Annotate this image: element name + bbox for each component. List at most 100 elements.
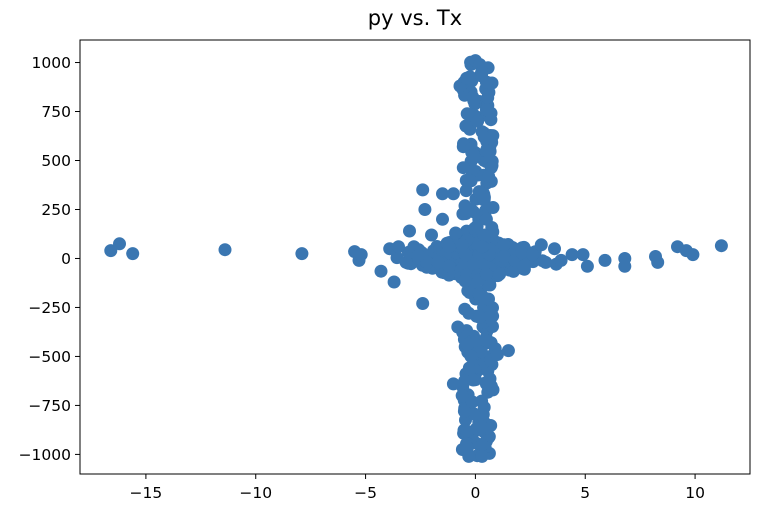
data-point: [576, 248, 590, 262]
data-point: [486, 201, 500, 214]
data-point: [539, 255, 553, 269]
data-point: [387, 275, 401, 289]
data-point: [515, 246, 528, 260]
x-tick-label: −5: [354, 484, 377, 502]
data-point: [449, 226, 463, 240]
data-point: [425, 228, 438, 242]
x-axis-ticks: −15 −10 −5 0 5 10: [130, 474, 705, 502]
y-tick-label: 1000: [32, 54, 71, 72]
x-tick-label: −15: [130, 484, 163, 502]
data-point: [580, 259, 594, 273]
data-point: [474, 345, 488, 359]
data-point: [479, 144, 493, 158]
data-point: [457, 404, 471, 418]
data-point: [458, 274, 472, 288]
data-point: [459, 248, 473, 262]
data-point: [467, 94, 481, 108]
data-point: [464, 174, 478, 188]
data-point: [466, 373, 480, 387]
data-point: [479, 334, 493, 348]
data-point: [455, 389, 469, 403]
data-point: [462, 449, 476, 463]
data-point: [446, 377, 460, 391]
y-tick-label: 0: [61, 250, 71, 268]
y-tick-label: −250: [28, 299, 71, 317]
data-point: [442, 259, 456, 273]
data-point: [465, 395, 479, 409]
data-point: [460, 71, 474, 85]
data-point: [466, 148, 480, 162]
data-point: [442, 240, 456, 254]
data-point: [493, 267, 507, 281]
data-point: [295, 247, 309, 261]
data-point: [461, 337, 475, 351]
data-point: [479, 267, 493, 281]
data-point: [104, 244, 118, 258]
chart-title: py vs. Tx: [367, 6, 463, 30]
data-point: [714, 239, 728, 253]
data-point: [477, 291, 491, 305]
data-point: [477, 193, 491, 207]
data-point: [455, 238, 469, 252]
data-point: [484, 113, 498, 127]
data-points: [104, 54, 728, 463]
x-tick-label: 0: [470, 484, 480, 502]
data-point: [497, 250, 511, 264]
data-point: [477, 400, 491, 414]
data-point: [481, 91, 495, 105]
data-point: [477, 228, 491, 242]
data-point: [471, 114, 485, 128]
data-point: [403, 224, 416, 238]
data-point: [399, 255, 413, 269]
y-tick-label: 500: [41, 152, 71, 170]
data-point: [456, 161, 470, 175]
data-point: [446, 187, 460, 201]
data-point: [461, 284, 475, 298]
data-point: [473, 310, 487, 324]
data-point: [467, 407, 481, 421]
data-point: [436, 187, 449, 201]
data-point: [431, 255, 445, 269]
data-point: [418, 203, 432, 216]
data-point: [565, 248, 579, 262]
data-point: [470, 219, 484, 233]
data-point: [463, 362, 477, 376]
data-point: [482, 169, 496, 183]
y-tick-label: 750: [41, 103, 71, 121]
data-point: [475, 420, 489, 434]
data-point: [526, 248, 539, 262]
data-point: [475, 240, 489, 254]
data-point: [548, 242, 561, 256]
data-point: [411, 249, 425, 262]
data-point: [464, 203, 478, 216]
data-point: [501, 344, 515, 358]
y-tick-label: 250: [41, 201, 71, 219]
y-tick-label: −500: [28, 348, 71, 366]
data-point: [460, 440, 474, 454]
data-point: [354, 248, 368, 262]
data-point: [477, 130, 491, 144]
x-tick-label: −10: [239, 484, 272, 502]
data-point: [554, 253, 568, 267]
y-tick-label: −750: [28, 397, 71, 415]
plot-frame: [79, 39, 751, 475]
data-point: [651, 255, 665, 269]
data-point: [479, 103, 493, 117]
data-point: [479, 212, 493, 226]
data-point: [416, 297, 430, 310]
data-point: [497, 238, 511, 252]
data-point: [467, 257, 481, 271]
data-point: [460, 424, 474, 438]
data-point: [475, 438, 489, 452]
data-point: [436, 212, 449, 226]
data-point: [479, 377, 493, 391]
data-point: [451, 320, 465, 334]
y-axis-ticks: 1000 750 500 250 0 −250 −500 −750 −1000: [19, 54, 80, 464]
data-point: [490, 348, 504, 361]
data-point: [598, 253, 612, 267]
data-point: [113, 237, 126, 251]
data-point: [464, 349, 478, 363]
data-point: [475, 449, 489, 463]
x-tick-label: 5: [580, 484, 590, 502]
